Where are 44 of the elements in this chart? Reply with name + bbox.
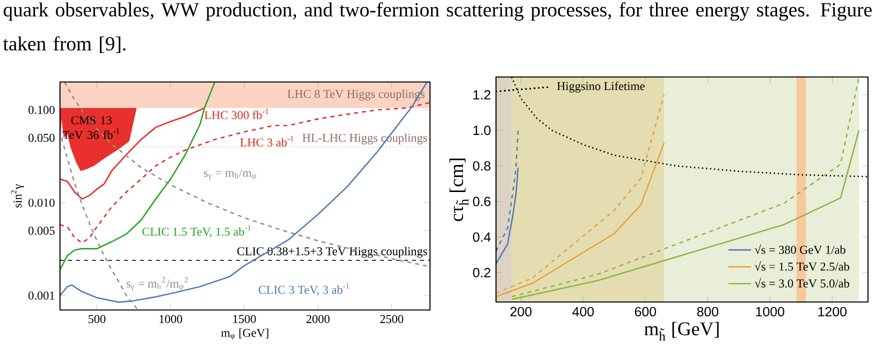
y-tick-label: 1.0 bbox=[474, 126, 491, 136]
x-tick-label: 2500 bbox=[380, 314, 404, 324]
x-tick-label: 200 bbox=[510, 306, 532, 316]
x-tick-label: 1200 bbox=[818, 306, 847, 316]
y-tick-label: 1.2 bbox=[474, 90, 490, 100]
y-axis-title: cτ$_{h̃}$ [cm] bbox=[450, 158, 468, 222]
y-tick-label: 0.6 bbox=[473, 196, 490, 206]
y-tick-label: 0.100 bbox=[28, 106, 55, 114]
legend-label: √s = 3.0 TeV 5.0/ab bbox=[754, 278, 850, 288]
x-tick-label: 1500 bbox=[233, 314, 256, 324]
x-axis-title: m$_{h̃}$ [GeV] bbox=[644, 322, 719, 341]
x-tick-label: 2000 bbox=[306, 314, 330, 324]
series-label: LHC 3 ab$^{-1}$ bbox=[240, 136, 294, 147]
x-tick-label: 1000 bbox=[756, 306, 784, 316]
line-series bbox=[511, 76, 860, 298]
line-series bbox=[60, 82, 428, 303]
line-series bbox=[60, 107, 206, 200]
ref-line-label: CLIC 0.38+1.5+3 TeV Higgs couplings bbox=[237, 246, 428, 258]
x-axis-title: m$_{φ}$ [GeV] bbox=[221, 328, 268, 340]
x-tick-label: 800 bbox=[697, 306, 718, 316]
series-label: CLIC 1.5 TeV, 1.5 ab$^{-1}$ bbox=[142, 225, 251, 238]
x-tick-label: 600 bbox=[634, 306, 656, 316]
y-tick-label: 0.005 bbox=[28, 226, 55, 235]
y-tick-label: 0.4 bbox=[473, 232, 491, 242]
legend-label: √s = 380 GeV 1/ab bbox=[754, 244, 846, 254]
x-tick-label: 500 bbox=[88, 314, 106, 324]
text: Higgsino Lifetime bbox=[557, 82, 645, 93]
y-tick-label: 0.8 bbox=[473, 161, 490, 171]
series-label: LHC 300 fb$^{-1}$ bbox=[204, 108, 268, 120]
series-label: s$_{γ}$ = m$_{h}$/m$_{φ}$ bbox=[204, 168, 256, 180]
line-series bbox=[496, 142, 665, 298]
y-tick-label: 0.050 bbox=[28, 134, 55, 142]
legend-label: √s = 1.5 TeV 2.5/ab bbox=[754, 261, 850, 271]
line-series bbox=[496, 94, 665, 294]
y-tick-label: 0.001 bbox=[28, 292, 54, 300]
line-series bbox=[60, 102, 430, 244]
x-tick-label: 1000 bbox=[160, 314, 182, 324]
y-axis-title: sin$^{2}$γ bbox=[10, 184, 24, 208]
x-tick-label: 400 bbox=[572, 306, 594, 316]
series-label: CLIC 3 TeV, 3 ab$^{-1}$ bbox=[258, 283, 350, 296]
text: quark observables, WW production, and two-fermion scattering processes, for three energy stages. Figure taken from [9]. bbox=[3, 2, 872, 54]
series-label: s$_{γ}$ = m$_{h}$$^{2}$/m$_{φ}$2 bbox=[126, 277, 188, 290]
y-tick-label: 0.2 bbox=[473, 268, 490, 278]
y-tick-label: 0.010 bbox=[28, 198, 55, 207]
